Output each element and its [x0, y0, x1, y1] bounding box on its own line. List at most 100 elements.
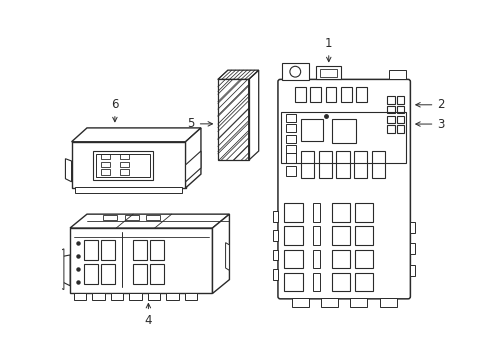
- Bar: [331, 203, 349, 222]
- Bar: [356, 87, 366, 103]
- Bar: [313, 273, 320, 291]
- Bar: [166, 293, 178, 300]
- Bar: [71, 142, 185, 188]
- Bar: [150, 264, 163, 284]
- Bar: [101, 170, 110, 175]
- Bar: [313, 203, 320, 222]
- Bar: [321, 298, 337, 306]
- Bar: [396, 96, 404, 104]
- Bar: [396, 116, 404, 123]
- Bar: [285, 114, 295, 122]
- Bar: [103, 215, 117, 220]
- Bar: [75, 187, 182, 193]
- Polygon shape: [62, 255, 70, 286]
- Bar: [386, 105, 394, 113]
- Bar: [396, 125, 404, 132]
- Bar: [316, 66, 341, 80]
- Bar: [124, 215, 139, 220]
- Bar: [386, 116, 394, 123]
- Bar: [349, 298, 366, 306]
- Bar: [96, 154, 150, 177]
- Bar: [354, 226, 373, 245]
- Bar: [281, 63, 308, 80]
- Polygon shape: [185, 151, 201, 182]
- Polygon shape: [212, 214, 229, 293]
- Bar: [101, 264, 115, 284]
- Bar: [84, 264, 98, 284]
- Bar: [331, 120, 356, 143]
- Bar: [336, 151, 349, 178]
- Bar: [101, 154, 110, 159]
- Text: 1: 1: [325, 37, 332, 62]
- Text: 5: 5: [187, 117, 212, 130]
- Bar: [84, 239, 98, 260]
- Bar: [396, 105, 404, 113]
- Bar: [331, 226, 349, 245]
- Bar: [101, 239, 115, 260]
- Bar: [284, 203, 302, 222]
- Bar: [93, 151, 153, 180]
- Bar: [272, 249, 277, 260]
- Bar: [291, 298, 308, 306]
- Bar: [354, 273, 373, 291]
- Bar: [341, 87, 351, 103]
- Bar: [281, 112, 405, 163]
- Bar: [150, 239, 163, 260]
- Bar: [301, 120, 322, 141]
- Polygon shape: [225, 243, 229, 270]
- FancyBboxPatch shape: [277, 80, 409, 299]
- Bar: [120, 170, 129, 175]
- Bar: [147, 293, 160, 300]
- Bar: [320, 69, 337, 77]
- Bar: [285, 125, 295, 132]
- Bar: [313, 249, 320, 268]
- Bar: [285, 135, 295, 143]
- Bar: [184, 293, 197, 300]
- Bar: [101, 162, 110, 167]
- Bar: [272, 230, 277, 241]
- Bar: [74, 293, 86, 300]
- Bar: [285, 166, 296, 176]
- Polygon shape: [185, 128, 201, 188]
- Text: 6: 6: [111, 98, 119, 122]
- Bar: [284, 226, 302, 245]
- Bar: [409, 265, 414, 276]
- Bar: [285, 145, 295, 153]
- Bar: [133, 239, 147, 260]
- Bar: [218, 80, 248, 160]
- Bar: [386, 96, 394, 104]
- Bar: [284, 273, 302, 291]
- Polygon shape: [59, 249, 64, 289]
- Bar: [379, 298, 396, 306]
- Bar: [133, 264, 147, 284]
- Bar: [301, 151, 313, 178]
- Bar: [120, 154, 129, 159]
- Bar: [285, 153, 296, 163]
- Bar: [284, 249, 302, 268]
- Bar: [388, 70, 405, 80]
- Text: 3: 3: [415, 118, 444, 131]
- Polygon shape: [65, 159, 71, 182]
- Bar: [70, 228, 212, 293]
- Bar: [409, 222, 414, 233]
- Polygon shape: [70, 214, 229, 228]
- Bar: [310, 87, 321, 103]
- Bar: [386, 125, 394, 132]
- Bar: [92, 293, 104, 300]
- Bar: [129, 293, 142, 300]
- Bar: [409, 243, 414, 254]
- Bar: [371, 151, 384, 178]
- Polygon shape: [71, 128, 201, 142]
- Bar: [354, 249, 373, 268]
- Bar: [331, 249, 349, 268]
- Bar: [272, 269, 277, 280]
- Bar: [331, 273, 349, 291]
- Bar: [272, 211, 277, 222]
- Bar: [111, 293, 123, 300]
- Bar: [353, 151, 366, 178]
- Bar: [354, 203, 373, 222]
- Bar: [120, 162, 129, 167]
- Bar: [294, 87, 305, 103]
- Text: 2: 2: [415, 98, 444, 111]
- Bar: [146, 215, 160, 220]
